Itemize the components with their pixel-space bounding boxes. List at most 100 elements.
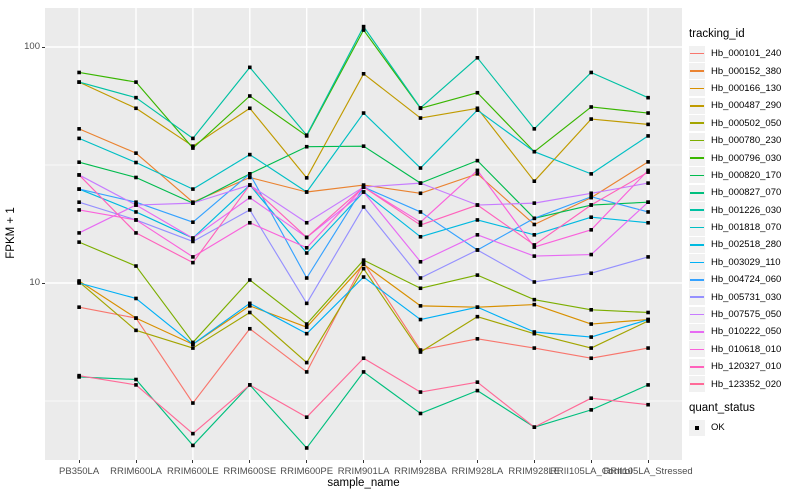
series-color-line-icon	[690, 192, 704, 194]
data-point-marker	[646, 134, 650, 138]
data-point-marker	[361, 356, 366, 361]
data-point-marker	[418, 350, 423, 354]
quant-status-key	[689, 419, 705, 436]
data-point-marker	[475, 172, 480, 176]
data-point-marker	[134, 160, 138, 165]
legend-item-label: Hb_000101_240	[711, 48, 782, 60]
data-point-marker	[646, 220, 650, 225]
data-point-marker	[248, 172, 252, 176]
x-tick-mark	[306, 460, 308, 463]
data-point-marker	[475, 305, 480, 309]
data-point-marker	[248, 175, 252, 180]
data-point-marker	[304, 176, 309, 180]
y-tick-mark	[42, 282, 45, 284]
series-color-line-icon	[690, 244, 704, 246]
legend-key-swatch	[689, 219, 705, 236]
data-point-marker	[191, 255, 195, 259]
series-color-line-icon	[690, 105, 704, 107]
legend: tracking_id Hb_000101_240 Hb_000152_380 Hb…	[689, 28, 799, 436]
y-tick-label: 100	[24, 41, 40, 52]
x-axis-title: sample_name	[327, 477, 400, 489]
data-point-marker	[532, 330, 537, 334]
data-point-marker	[361, 71, 366, 76]
legend-entries: Hb_000101_240 Hb_000152_380 Hb_000166_130 H…	[689, 45, 799, 393]
legend-item-label: Hb_000780_230	[711, 135, 782, 147]
x-tick-label: RRIM600LE	[167, 466, 219, 477]
legend-key-swatch	[689, 184, 705, 201]
x-tick-label: RRIM928LA	[451, 466, 504, 477]
data-point-marker	[248, 183, 252, 187]
legend-item-label: Hb_120327_010	[711, 361, 782, 373]
data-point-marker	[248, 94, 252, 98]
data-point-marker	[361, 258, 366, 262]
data-point-marker	[77, 208, 81, 212]
legend-item-label: OK	[711, 422, 725, 433]
data-point-marker	[418, 286, 423, 291]
data-point-marker	[646, 95, 650, 100]
legend-item-label: Hb_005731_030	[711, 291, 782, 303]
legend-item-Hb_120327_010: Hb_120327_010	[689, 358, 799, 375]
data-point-marker	[532, 222, 537, 227]
data-point-marker	[475, 337, 480, 341]
data-point-marker	[134, 377, 138, 382]
data-point-marker	[589, 252, 593, 257]
x-tick-label: RRIM600PE	[280, 466, 334, 477]
data-point-marker	[418, 259, 423, 264]
legend-item-Hb_003029_110: Hb_003029_110	[689, 254, 799, 271]
data-point-marker	[77, 240, 81, 244]
data-point-marker	[191, 220, 195, 224]
data-point-marker	[589, 356, 593, 361]
data-point-marker	[304, 415, 309, 419]
data-point-marker	[589, 228, 593, 232]
data-point-marker	[191, 144, 195, 148]
data-point-marker	[646, 402, 650, 407]
data-point-marker	[646, 170, 650, 174]
data-point-marker	[646, 346, 650, 350]
data-point-marker	[191, 136, 195, 141]
data-point-marker	[248, 152, 252, 157]
data-point-marker	[77, 305, 81, 309]
legend-item-ok: OK	[689, 419, 799, 436]
x-tick-label: RRII105LA_Stressed	[603, 466, 693, 477]
x-tick-label: RRIM928LE	[508, 466, 561, 477]
series-color-line-icon	[690, 348, 704, 351]
legend-key-swatch	[689, 63, 705, 80]
x-tick-mark	[420, 460, 421, 463]
legend-item-Hb_000780_230: Hb_000780_230	[689, 132, 799, 149]
data-point-marker	[134, 296, 138, 301]
data-point-marker	[418, 106, 423, 110]
legend-key-swatch	[689, 202, 705, 219]
data-point-marker	[646, 181, 650, 185]
data-point-marker	[361, 111, 366, 115]
data-point-marker	[532, 149, 537, 154]
legend-key-swatch	[689, 323, 705, 340]
series-color-line-icon	[690, 157, 704, 159]
x-tick-mark	[476, 460, 478, 463]
series-color-line-icon	[690, 70, 704, 72]
chart-canvas	[45, 8, 682, 460]
data-point-marker	[191, 346, 195, 350]
data-point-marker	[134, 231, 138, 235]
data-point-marker	[418, 411, 423, 416]
data-point-marker	[304, 325, 309, 329]
data-point-marker	[532, 425, 537, 429]
data-point-marker	[304, 301, 309, 306]
data-point-marker	[304, 144, 309, 149]
legend-item-label: Hb_001226_030	[711, 204, 782, 216]
data-point-marker	[304, 370, 309, 374]
data-point-marker	[77, 281, 81, 285]
data-point-marker	[589, 335, 593, 339]
data-point-marker	[361, 205, 366, 209]
data-point-marker	[589, 215, 593, 220]
data-point-marker	[304, 133, 309, 137]
data-point-marker	[418, 223, 423, 227]
data-point-marker	[589, 194, 593, 199]
data-point-marker	[532, 179, 537, 183]
x-tick-label: RRIM901LA	[337, 466, 390, 477]
legend-item-Hb_000827_070: Hb_000827_070	[689, 184, 799, 201]
data-point-marker	[77, 373, 81, 378]
legend-quant-status: quant_status OK	[689, 402, 799, 436]
legend-item-Hb_000166_130: Hb_000166_130	[689, 80, 799, 97]
legend-item-Hb_000820_170: Hb_000820_170	[689, 167, 799, 184]
data-point-marker	[77, 160, 81, 164]
